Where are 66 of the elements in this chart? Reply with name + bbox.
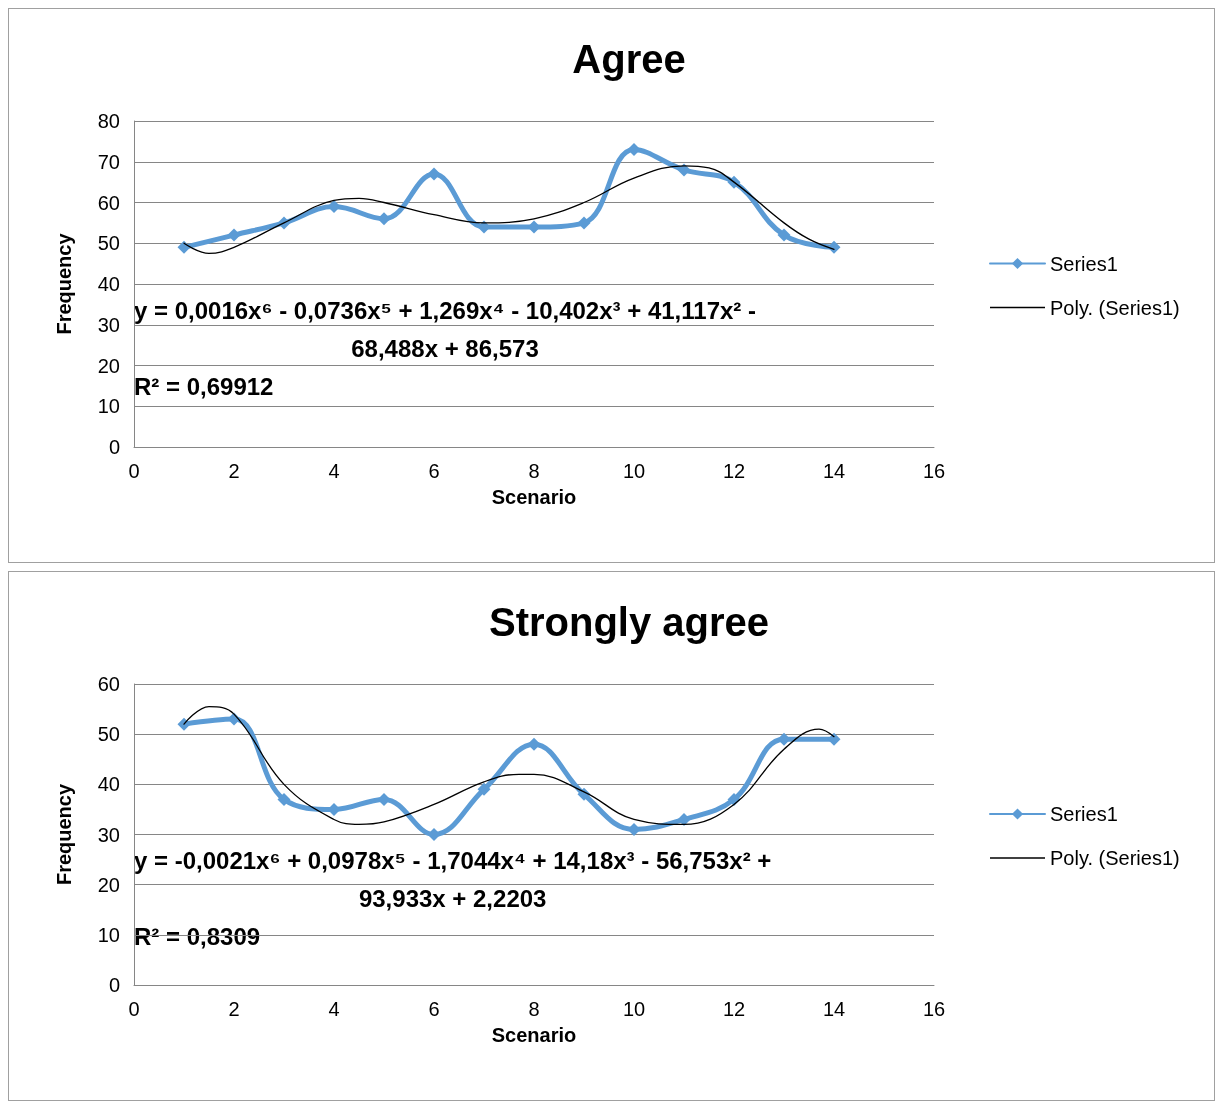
x-tick-label: 16	[922, 998, 946, 1020]
y-tick-label: 20	[97, 873, 120, 896]
legend-label: Series1	[1050, 803, 1118, 825]
point	[677, 812, 691, 826]
x-tick-label: 16	[922, 460, 946, 482]
legend-label: Poly. (Series1)	[1050, 847, 1180, 869]
x-tick-label: 10	[622, 998, 646, 1020]
point	[627, 143, 641, 157]
point	[227, 228, 241, 242]
x-tick-label: 14	[822, 460, 846, 482]
annotation: y = -0,0021x⁶ + 0,0978x⁵ - 1,7044x⁴ + 14,18x³ - 56,753x² + 93,933x + 2,2203	[134, 846, 772, 912]
y-tick-label: 60	[97, 673, 120, 695]
y-tick-label: 20	[97, 354, 120, 377]
point	[177, 717, 191, 731]
y-tick-label: 50	[97, 232, 120, 255]
y-tick-label: 10	[97, 923, 120, 946]
y-axis-title: Frequency	[53, 783, 75, 886]
point	[777, 732, 791, 746]
x-tick-label: 4	[328, 460, 340, 482]
x-axis-title: Scenario	[491, 486, 577, 508]
point	[427, 828, 441, 841]
point	[827, 732, 841, 746]
y-tick-label: 40	[97, 273, 120, 295]
y-tick-label: 80	[97, 110, 120, 132]
point	[527, 737, 541, 751]
point	[327, 200, 341, 214]
x-tick-label: 8	[528, 998, 540, 1020]
legend-label: Poly. (Series1)	[1050, 296, 1180, 319]
point	[577, 216, 591, 230]
x-tick-label: 2	[228, 998, 240, 1020]
x-tick-label: 6	[428, 460, 440, 482]
point	[377, 792, 391, 806]
y-axis-title: Frequency	[53, 232, 75, 335]
point	[477, 782, 491, 796]
x-tick-label: 2	[228, 460, 240, 482]
chart-title: Strongly agree	[488, 600, 770, 644]
x-tick-label: 12	[722, 460, 746, 482]
x-tick-label: 6	[428, 998, 440, 1020]
x-axis-title: Scenario	[491, 1024, 577, 1046]
x-tick-label: 0	[128, 998, 140, 1020]
point	[527, 220, 541, 234]
x-tick-label: 8	[528, 460, 540, 482]
y-tick-label: 70	[97, 150, 120, 173]
point	[277, 792, 291, 806]
point	[377, 212, 391, 226]
x-tick-label: 4	[328, 998, 340, 1020]
point	[777, 228, 791, 242]
y-tick-label: 60	[97, 191, 120, 214]
y-tick-label: 10	[97, 395, 120, 418]
y-tick-label: 50	[97, 723, 120, 746]
x-tick-label: 14	[822, 998, 846, 1020]
point	[627, 822, 641, 836]
chart-title: Agree	[572, 37, 686, 81]
annotation: R² = 0,69912	[134, 372, 274, 400]
y-tick-label: 30	[97, 823, 120, 846]
y-tick-label: 30	[97, 313, 120, 336]
x-tick-label: 10	[622, 460, 646, 482]
annotation: y = 0,0016x⁶ - 0,0736x⁵ + 1,269x⁴ - 10,402x³ + 41,117x² - 68,488x + 86,573	[134, 296, 756, 362]
y-tick-label: 0	[108, 974, 120, 996]
point	[477, 220, 491, 234]
y-tick-label: 40	[97, 773, 120, 796]
x-tick-label: 0	[128, 460, 140, 482]
x-tick-label: 12	[722, 998, 746, 1020]
legend-label: Series1	[1050, 252, 1118, 275]
y-tick-label: 0	[108, 436, 120, 458]
point	[427, 167, 441, 181]
